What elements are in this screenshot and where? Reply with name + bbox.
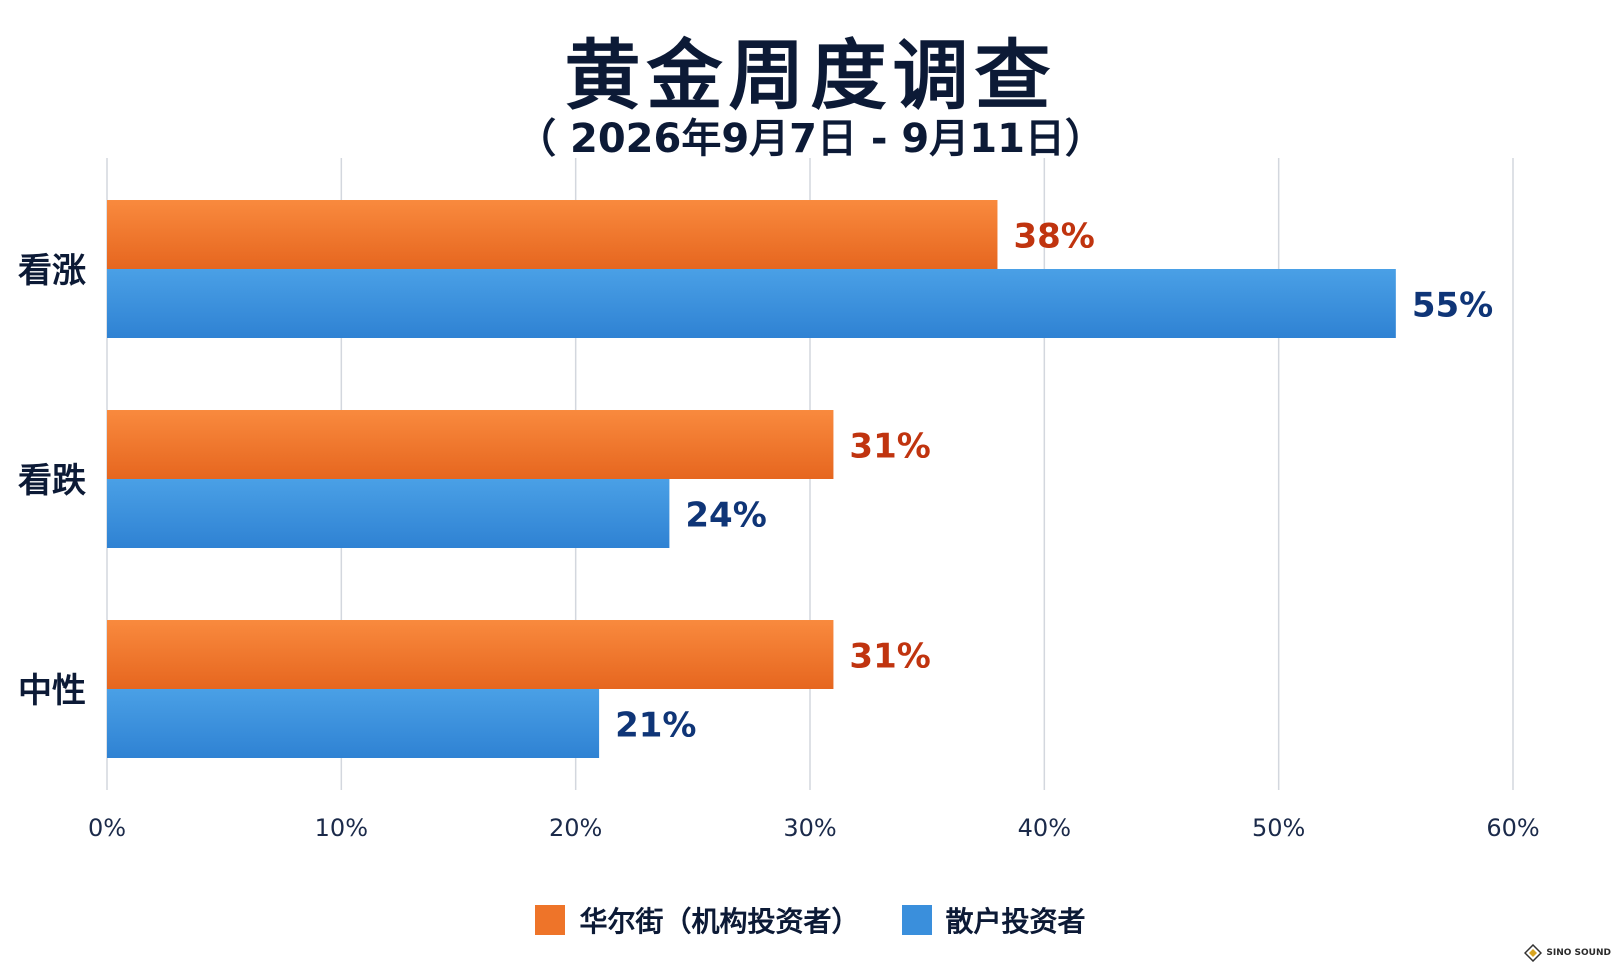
data-label: 31%: [849, 637, 930, 677]
bar-retail: [107, 479, 670, 548]
legend-item-retail: 散户投资者: [901, 900, 1086, 940]
x-tick-label: 60%: [1486, 814, 1539, 842]
chart-legend: 华尔街（机构投资者） 散户投资者: [0, 900, 1621, 940]
legend-swatch-orange: [535, 905, 566, 935]
x-tick-label: 0%: [88, 814, 126, 842]
legend-item-institutional: 华尔街（机构投资者）: [535, 900, 860, 940]
data-label: 55%: [1412, 286, 1493, 326]
x-tick-label: 20%: [549, 814, 602, 842]
category-label: 看跌: [18, 461, 86, 501]
diamond-logo-icon: [1524, 944, 1543, 962]
bar-institutional: [107, 620, 834, 689]
x-tick-label: 40%: [1018, 814, 1071, 842]
legend-label-retail: 散户投资者: [945, 905, 1086, 938]
x-tick-label: 30%: [783, 814, 836, 842]
bar-retail: [107, 269, 1396, 338]
category-label: 中性: [18, 671, 86, 711]
watermark-logo: SINO SOUND: [1524, 944, 1611, 962]
legend-swatch-blue: [901, 905, 932, 935]
watermark-text: SINO SOUND: [1546, 948, 1611, 958]
data-label: 21%: [615, 706, 696, 746]
x-tick-label: 50%: [1252, 814, 1305, 842]
chart-title: 黄金周度调查: [564, 31, 1057, 120]
category-label: 看涨: [18, 251, 86, 291]
data-label: 38%: [1013, 217, 1094, 257]
legend-label-institutional: 华尔街（机构投资者）: [579, 905, 860, 938]
bar-institutional: [107, 410, 834, 479]
chart-subtitle: （ 2026年9月7日 - 9月11日）: [516, 116, 1105, 162]
data-label: 24%: [685, 496, 766, 536]
bar-institutional: [107, 200, 998, 269]
x-tick-label: 10%: [315, 814, 368, 842]
bar-retail: [107, 689, 600, 758]
data-label: 31%: [849, 427, 930, 467]
